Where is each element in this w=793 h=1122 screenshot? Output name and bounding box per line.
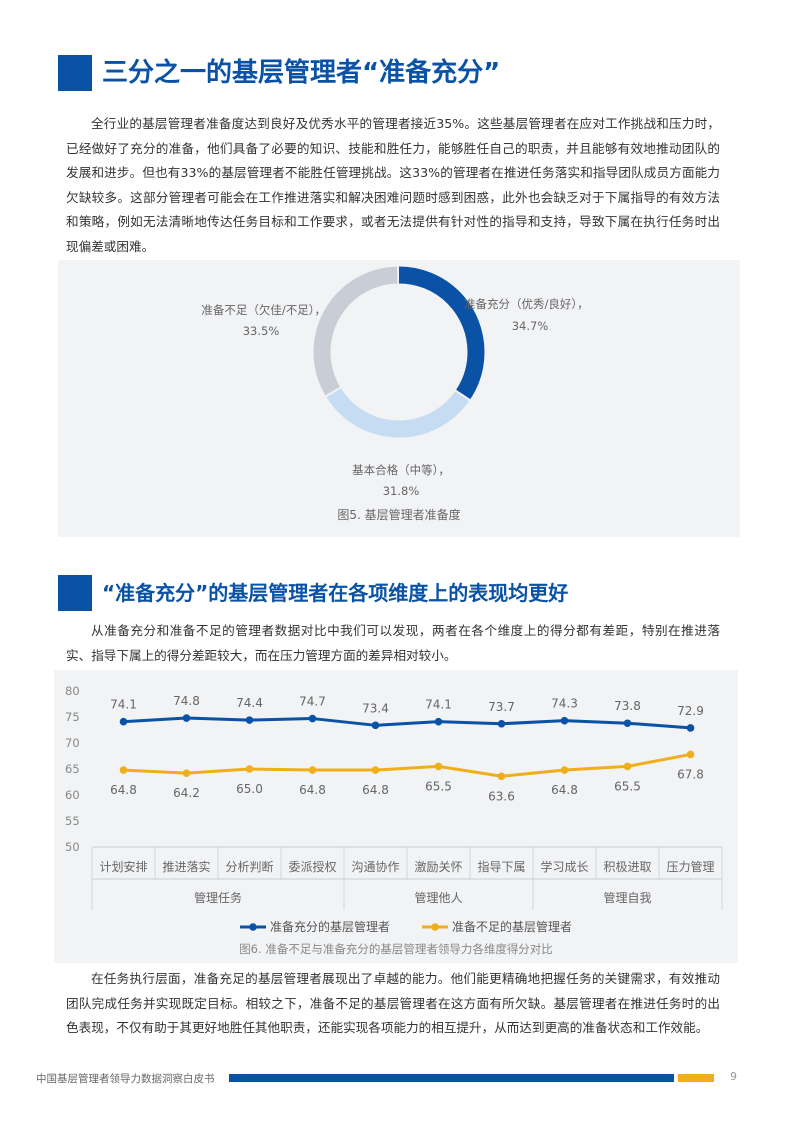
x-tick-label: 指导下属: [477, 859, 525, 874]
legend-label: 准备不足的基层管理者: [452, 919, 572, 934]
y-tick-label: 60: [65, 788, 80, 802]
data-label: 74.1: [425, 698, 452, 712]
data-label: 73.7: [488, 700, 515, 714]
data-label: 74.1: [110, 698, 137, 712]
y-tick-label: 70: [65, 736, 80, 750]
closing-paragraph: 在任务执行层面，准备充足的基层管理者展现出了卓越的能力。他们能更精确地把握任务的…: [66, 971, 720, 1035]
slice-label: 准备充分（优秀/良好），: [464, 297, 589, 311]
line-chart: 50 55 60 65 70 75 80 计划安排 推进落实 分析判断 委派授权 沟通协作 激励关怀 指导…: [65, 684, 723, 956]
x-tick-label: 积极进取: [603, 860, 651, 874]
title-square-icon: [58, 55, 92, 91]
x-tick-label: 压力管理: [666, 859, 714, 874]
legend-label: 准备充分的基层管理者: [270, 919, 390, 934]
data-point: [245, 716, 254, 724]
series-line: [123, 752, 691, 778]
data-label: 74.3: [551, 697, 578, 711]
donut-slice: [313, 266, 485, 438]
data-point: [371, 766, 380, 774]
footer-bar-orange: [678, 1074, 714, 1082]
x-tick-label: 推进落实: [162, 859, 210, 874]
data-label: 65.5: [614, 779, 641, 793]
data-point: [119, 766, 128, 774]
data-point: [497, 772, 506, 781]
data-point: [245, 765, 254, 773]
y-tick-label: 50: [65, 840, 80, 854]
y-tick-label: 75: [65, 710, 80, 724]
data-point: [371, 721, 380, 730]
x-tick-label: 委派授权: [288, 859, 336, 874]
data-point: [308, 766, 317, 774]
data-point: [686, 724, 695, 732]
data-point: [497, 719, 506, 728]
data-point: [308, 714, 317, 723]
y-tick-label: 80: [65, 684, 80, 698]
x-tick-label: 学习成长: [540, 859, 588, 874]
slice-label: 准备不足（欠佳/不足），: [201, 303, 326, 317]
line-chart-caption: 图6. 准备不足与准备充分的基层管理者领导力各维度得分对比: [239, 942, 553, 956]
data-label: 64.8: [299, 783, 326, 797]
x-tick-label: 分析判断: [225, 859, 273, 874]
x-tick-label: 激励关怀: [414, 860, 462, 874]
data-label: 65.5: [425, 779, 452, 793]
slice-value-label: 34.7%: [512, 319, 549, 333]
data-label: 65.0: [236, 782, 263, 796]
data-label: 64.8: [110, 783, 137, 797]
footer-title: 中国基层管理者领导力数据洞察白皮书: [36, 1073, 215, 1085]
pie-chart-panel: 准备充分（优秀/良好）， 34.7% 基本合格（中等）， 31.8% 准备不足（欠佳/不…: [58, 260, 740, 537]
data-point: [434, 762, 443, 771]
data-label: 64.8: [551, 783, 578, 797]
donut-chart: 准备充分（优秀/良好）， 34.7% 基本合格（中等）， 31.8% 准备不足（欠佳/不…: [201, 266, 589, 522]
footer-bar-blue: [229, 1074, 674, 1082]
x-tick-label: 沟通协作: [351, 859, 399, 874]
y-tick-label: 55: [65, 814, 80, 828]
slice-value-label: 33.5%: [243, 324, 280, 338]
data-point: [560, 716, 569, 725]
page-number: 9: [730, 1070, 737, 1083]
data-point: [182, 769, 191, 777]
data-label: 74.4: [236, 696, 263, 710]
section-1-paragraph: 全行业的基层管理者准备度达到良好及优秀水平的管理者接近35%。这些基层管理者在应…: [66, 116, 720, 254]
data-point: [434, 717, 443, 726]
data-point: [560, 766, 569, 774]
donut-slice: [313, 266, 485, 438]
section-2-paragraph: 从准备充分和准备不足的管理者数据对比中我们可以发现，两者在各个维度上的得分都有差…: [66, 623, 720, 663]
section-title-2: “准备充分”的基层管理者在各项维度上的表现均更好: [58, 575, 738, 611]
section-title-2-text: “准备充分”的基层管理者在各项维度上的表现均更好: [102, 581, 569, 605]
y-tick-label: 65: [65, 762, 80, 776]
data-point: [623, 719, 632, 728]
series-line: [123, 716, 691, 730]
data-label: 64.2: [173, 786, 200, 800]
data-label: 73.4: [362, 701, 389, 715]
data-point: [119, 717, 128, 726]
data-label: 73.8: [614, 699, 641, 713]
pie-chart-caption: 图5. 基层管理者准备度: [337, 507, 460, 522]
section-title-1-text: 三分之一的基层管理者“准备充分”: [102, 58, 501, 88]
slice-label: 基本合格（中等），: [352, 463, 450, 477]
x-tick-label: 计划安排: [99, 859, 147, 874]
legend-marker: [249, 923, 257, 931]
data-label: 67.8: [677, 767, 704, 781]
data-point: [623, 762, 632, 771]
legend-marker: [431, 923, 439, 931]
donut-slice: [313, 266, 485, 438]
title-square-icon: [58, 575, 92, 611]
group-label: 管理任务: [194, 890, 242, 905]
group-label: 管理自我: [603, 890, 651, 905]
line-chart-panel: 50 55 60 65 70 75 80 计划安排 推进落实 分析判断 委派授权 沟通协作 激励关怀 指导…: [54, 670, 738, 963]
data-label: 72.9: [677, 704, 704, 718]
data-point: [686, 750, 695, 759]
slice-value-label: 31.8%: [383, 484, 420, 498]
group-label: 管理他人: [414, 890, 462, 905]
data-label: 74.7: [299, 695, 326, 709]
data-label: 64.8: [362, 783, 389, 797]
data-label: 63.6: [488, 789, 515, 803]
section-title-1: 三分之一的基层管理者“准备充分”: [58, 55, 738, 91]
data-point: [182, 714, 191, 722]
data-label: 74.8: [173, 694, 200, 708]
